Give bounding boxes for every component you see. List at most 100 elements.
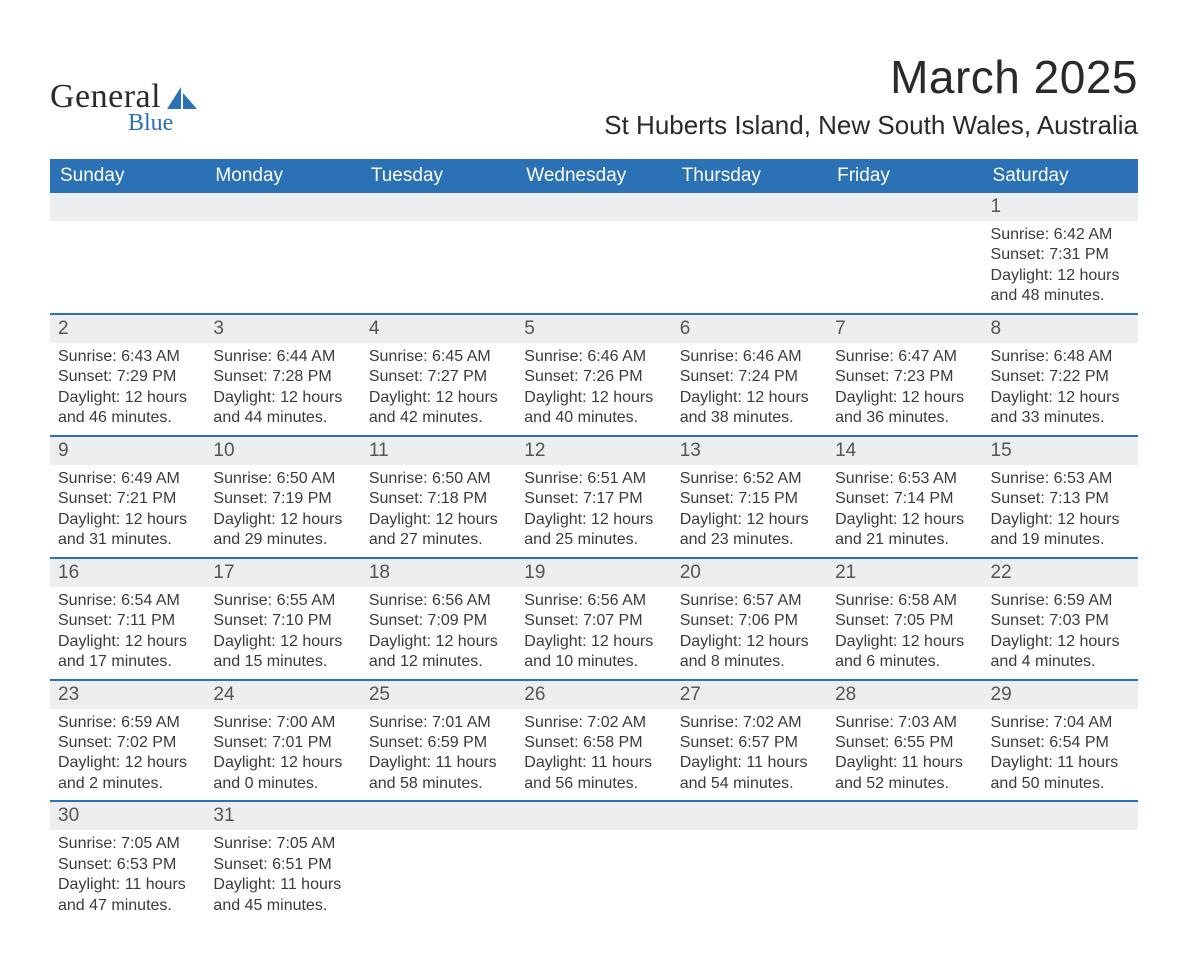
day-number-empty: [516, 802, 671, 830]
sunrise-line: Sunrise: 6:49 AM: [58, 469, 197, 489]
location-subtitle: St Huberts Island, New South Wales, Aust…: [604, 110, 1138, 141]
day-number: 12: [516, 437, 671, 465]
sunset-line: Sunset: 6:53 PM: [58, 855, 197, 875]
day-cell: Sunrise: 6:52 AMSunset: 7:15 PMDaylight:…: [672, 465, 827, 557]
day-cell: Sunrise: 6:47 AMSunset: 7:23 PMDaylight:…: [827, 343, 982, 435]
sunrise-line: Sunrise: 6:50 AM: [213, 469, 352, 489]
day-cell: Sunrise: 6:55 AMSunset: 7:10 PMDaylight:…: [205, 587, 360, 679]
weeks-container: 1Sunrise: 6:42 AMSunset: 7:31 PMDaylight…: [50, 193, 1138, 922]
day-cell-empty: [827, 830, 982, 922]
day-number: 7: [827, 315, 982, 343]
sunset-line: Sunset: 7:27 PM: [369, 367, 508, 387]
day-number-empty: [672, 193, 827, 221]
daylight-line: Daylight: 12 hours and 0 minutes.: [213, 753, 352, 794]
sunrise-line: Sunrise: 6:50 AM: [369, 469, 508, 489]
header-row: General Blue March 2025 St Huberts Islan…: [50, 50, 1138, 141]
sunset-line: Sunset: 6:54 PM: [991, 733, 1130, 753]
day-cell: Sunrise: 6:42 AMSunset: 7:31 PMDaylight:…: [983, 221, 1138, 313]
sunset-line: Sunset: 7:19 PM: [213, 489, 352, 509]
weekday-header-cell: Monday: [205, 159, 360, 193]
sunrise-line: Sunrise: 7:02 AM: [524, 713, 663, 733]
week: 16171819202122Sunrise: 6:54 AMSunset: 7:…: [50, 557, 1138, 679]
daylight-line: Daylight: 12 hours and 44 minutes.: [213, 388, 352, 429]
daylight-line: Daylight: 12 hours and 10 minutes.: [524, 632, 663, 673]
daylight-line: Daylight: 12 hours and 40 minutes.: [524, 388, 663, 429]
title-block: March 2025 St Huberts Island, New South …: [604, 50, 1138, 141]
day-cell-empty: [50, 221, 205, 313]
daylight-line: Daylight: 12 hours and 25 minutes.: [524, 510, 663, 551]
daylight-line: Daylight: 12 hours and 4 minutes.: [991, 632, 1130, 673]
sunrise-line: Sunrise: 7:05 AM: [58, 834, 197, 854]
sunset-line: Sunset: 6:57 PM: [680, 733, 819, 753]
day-number: 16: [50, 559, 205, 587]
day-number-empty: [983, 802, 1138, 830]
day-number-empty: [50, 193, 205, 221]
day-number: 13: [672, 437, 827, 465]
sunrise-line: Sunrise: 6:52 AM: [680, 469, 819, 489]
day-cell: Sunrise: 6:53 AMSunset: 7:13 PMDaylight:…: [983, 465, 1138, 557]
day-number: 6: [672, 315, 827, 343]
sunrise-line: Sunrise: 6:46 AM: [680, 347, 819, 367]
day-number: 29: [983, 681, 1138, 709]
day-number: 17: [205, 559, 360, 587]
day-cell: Sunrise: 6:49 AMSunset: 7:21 PMDaylight:…: [50, 465, 205, 557]
day-number-empty: [516, 193, 671, 221]
day-cell: Sunrise: 6:46 AMSunset: 7:24 PMDaylight:…: [672, 343, 827, 435]
day-cell: Sunrise: 6:56 AMSunset: 7:07 PMDaylight:…: [516, 587, 671, 679]
sunset-line: Sunset: 7:07 PM: [524, 611, 663, 631]
sunrise-line: Sunrise: 6:53 AM: [835, 469, 974, 489]
day-number: 15: [983, 437, 1138, 465]
sunset-line: Sunset: 6:55 PM: [835, 733, 974, 753]
day-detail-row: Sunrise: 6:42 AMSunset: 7:31 PMDaylight:…: [50, 221, 1138, 313]
day-number-row: 3031: [50, 802, 1138, 830]
sunset-line: Sunset: 7:14 PM: [835, 489, 974, 509]
week: 23242526272829Sunrise: 6:59 AMSunset: 7:…: [50, 679, 1138, 801]
daylight-line: Daylight: 11 hours and 45 minutes.: [213, 875, 352, 916]
day-number-row: 2345678: [50, 315, 1138, 343]
day-cell-empty: [983, 830, 1138, 922]
day-number-row: 1: [50, 193, 1138, 221]
sunrise-line: Sunrise: 6:59 AM: [991, 591, 1130, 611]
sunrise-line: Sunrise: 6:56 AM: [369, 591, 508, 611]
sunset-line: Sunset: 7:11 PM: [58, 611, 197, 631]
daylight-line: Daylight: 11 hours and 54 minutes.: [680, 753, 819, 794]
day-number: 20: [672, 559, 827, 587]
day-number: 21: [827, 559, 982, 587]
daylight-line: Daylight: 12 hours and 12 minutes.: [369, 632, 508, 673]
week: 9101112131415Sunrise: 6:49 AMSunset: 7:2…: [50, 435, 1138, 557]
day-number: 8: [983, 315, 1138, 343]
sunset-line: Sunset: 7:13 PM: [991, 489, 1130, 509]
day-number-row: 23242526272829: [50, 681, 1138, 709]
sunset-line: Sunset: 7:18 PM: [369, 489, 508, 509]
day-number-row: 16171819202122: [50, 559, 1138, 587]
daylight-line: Daylight: 12 hours and 27 minutes.: [369, 510, 508, 551]
day-detail-row: Sunrise: 6:49 AMSunset: 7:21 PMDaylight:…: [50, 465, 1138, 557]
day-cell-empty: [516, 221, 671, 313]
day-number: 3: [205, 315, 360, 343]
day-cell: Sunrise: 6:43 AMSunset: 7:29 PMDaylight:…: [50, 343, 205, 435]
day-cell: Sunrise: 6:46 AMSunset: 7:26 PMDaylight:…: [516, 343, 671, 435]
day-detail-row: Sunrise: 6:54 AMSunset: 7:11 PMDaylight:…: [50, 587, 1138, 679]
sunrise-line: Sunrise: 7:03 AM: [835, 713, 974, 733]
week: 3031 Sunrise: 7:05 AMSunset: 6:53 PM Dayl…: [50, 800, 1138, 922]
month-year: March 2025: [604, 50, 1138, 104]
sunrise-line: Sunrise: 6:59 AM: [58, 713, 197, 733]
sail-icon: [167, 80, 197, 118]
day-number: 23: [50, 681, 205, 709]
daylight-line: Daylight: 11 hours and 50 minutes.: [991, 753, 1130, 794]
day-cell: Sunrise: 6:45 AMSunset: 7:27 PMDaylight:…: [361, 343, 516, 435]
weekday-header-cell: Saturday: [983, 159, 1138, 193]
day-cell: Sunrise: 6:50 AMSunset: 7:19 PMDaylight:…: [205, 465, 360, 557]
daylight-line: Daylight: 12 hours and 48 minutes.: [991, 266, 1130, 307]
day-cell: Sunrise: 6:57 AMSunset: 7:06 PMDaylight:…: [672, 587, 827, 679]
weekday-header-cell: Wednesday: [516, 159, 671, 193]
sunrise-line: Sunrise: 7:01 AM: [369, 713, 508, 733]
day-number: 10: [205, 437, 360, 465]
sunset-line: Sunset: 6:59 PM: [369, 733, 508, 753]
daylight-line: Daylight: 11 hours and 52 minutes.: [835, 753, 974, 794]
day-number-empty: [205, 193, 360, 221]
day-cell: Sunrise: 7:03 AMSunset: 6:55 PMDaylight:…: [827, 709, 982, 801]
sunrise-line: Sunrise: 6:43 AM: [58, 347, 197, 367]
sunset-line: Sunset: 7:28 PM: [213, 367, 352, 387]
day-cell-empty: [361, 830, 516, 922]
